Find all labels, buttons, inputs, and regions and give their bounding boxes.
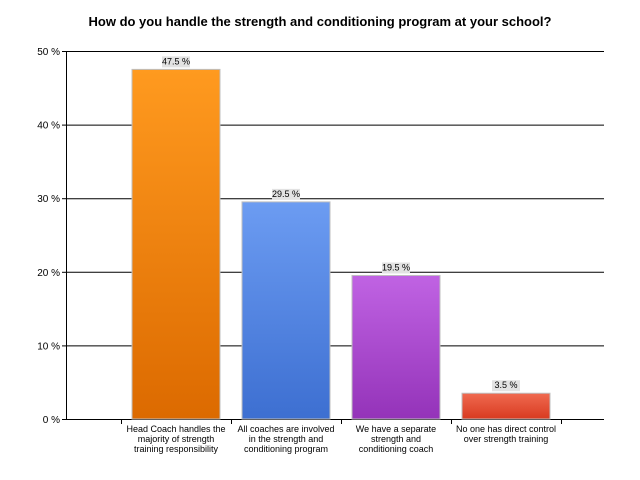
bars [131,68,551,420]
x-tick-label: Head Coach handles the majority of streng… [126,424,225,454]
data-label-box [492,380,520,392]
x-tick-label-line: We have a separate [356,424,436,434]
chart-title: How do you handle the strength and condi… [88,14,552,29]
data-label: 47.5 % [162,56,190,66]
x-tick-label: All coaches are involved in the strength … [237,424,334,454]
labels: 47.5 % Head Coach handles the majority of … [126,56,556,454]
axes: 0 % 10 % 20 % 30 % 40 % 50 % [37,47,604,426]
x-tick-label-line: majority of strength [138,434,215,444]
bar [351,274,441,420]
x-tick-label-line: All coaches are involved [237,424,334,434]
y-tick-label: 30 % [37,194,60,205]
x-tick-label-line: No one has direct control [456,424,556,434]
gridlines [66,51,604,347]
y-tick-label: 20 % [37,268,60,279]
x-tick-label: No one has direct control over strength t… [456,424,556,444]
data-label: 3.5 % [494,380,517,390]
x-tick-label-line: in the strength and [249,434,324,444]
x-tick-label-line: conditioning program [244,444,328,454]
bar [131,68,221,420]
bar [461,392,551,420]
bar [241,201,331,420]
x-tick-label-line: Head Coach handles the [126,424,225,434]
y-tick-label: 0 % [43,415,60,426]
data-label: 29.5 % [272,189,300,199]
y-tick-label: 40 % [37,121,60,132]
x-tick-label: We have a separate strength and conditioni… [356,424,436,454]
data-label: 19.5 % [382,262,410,272]
x-tick-label-line: conditioning coach [359,444,434,454]
y-tick-label: 50 % [37,47,60,58]
x-tick-label-line: training responsibility [134,444,219,454]
data-label-box [162,56,190,68]
x-tick-label-line: over strength training [464,434,549,444]
x-tick-label-line: strength and [371,434,421,444]
data-label-box [382,262,410,274]
data-label-box [272,188,300,200]
y-tick-label: 10 % [37,341,60,352]
